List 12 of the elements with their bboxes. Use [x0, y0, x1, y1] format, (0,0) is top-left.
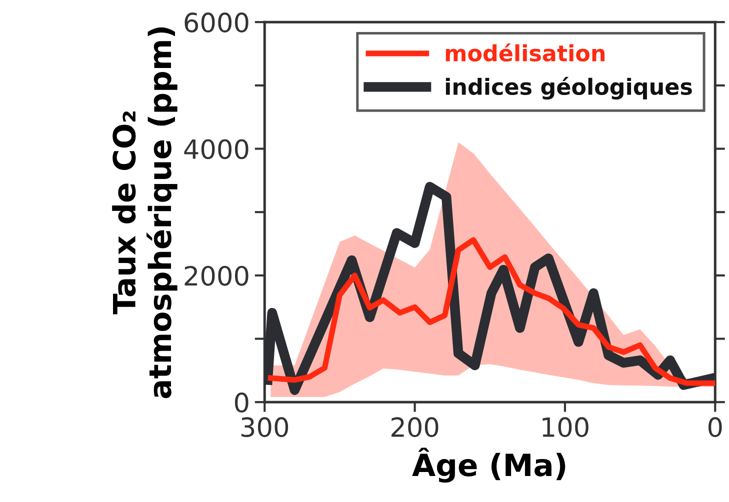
y-tick-label: 6000 — [184, 12, 248, 32]
x-tick-label: 200 — [392, 417, 438, 438]
legend-label: indices géologiques — [446, 76, 692, 100]
y-tick-label: 2000 — [184, 266, 248, 286]
x-tick-label: 300 — [241, 417, 288, 438]
y-tick-label: 4000 — [184, 139, 248, 160]
x-tick-label: 0 — [708, 417, 722, 438]
y-tick-label: 0 — [234, 392, 248, 413]
y-axis-title: Taux de CO₂ atmosphérique (ppm) — [112, 27, 178, 398]
x-axis-title: Âge (Ma) — [412, 448, 566, 483]
legend-label: modélisation — [446, 43, 605, 62]
x-tick-label: 100 — [542, 417, 588, 438]
